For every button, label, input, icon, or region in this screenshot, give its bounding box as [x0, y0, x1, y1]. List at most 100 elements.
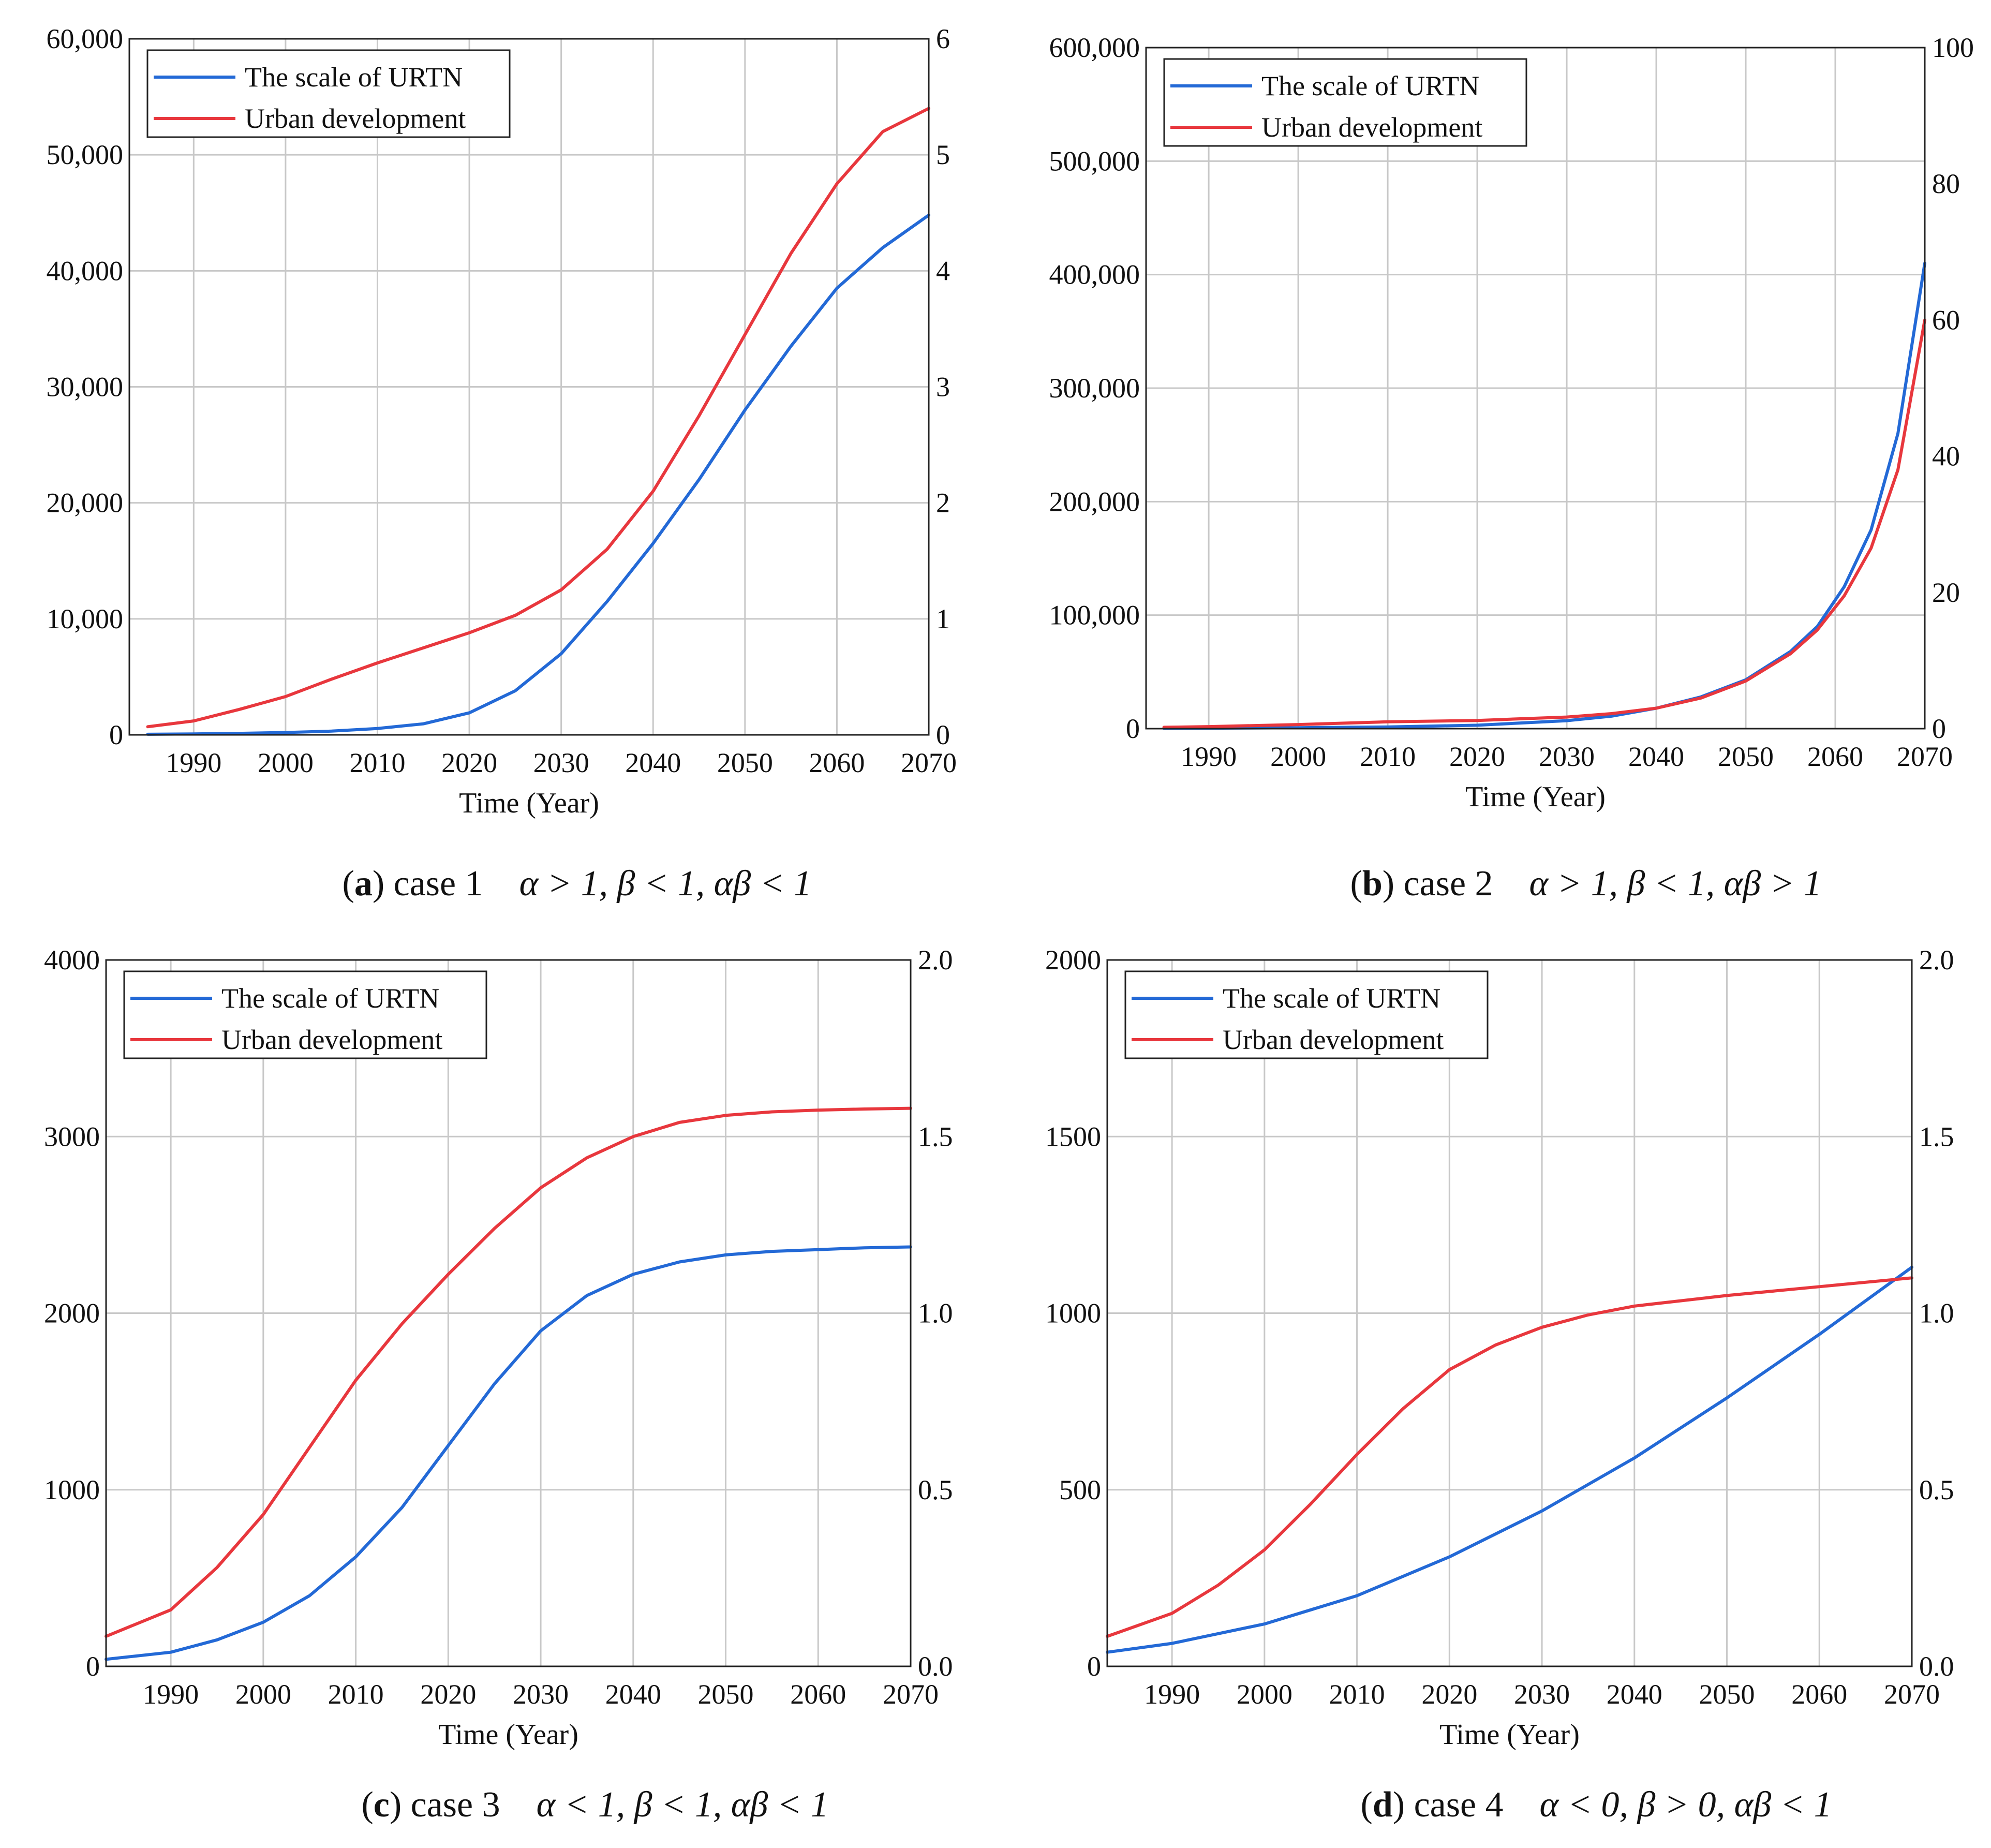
plot-frame — [1106, 959, 1913, 1667]
caption-text: case 2 — [1404, 864, 1493, 904]
legend-entry: Urban development — [221, 1024, 442, 1055]
x-tick-label: 2070 — [901, 747, 957, 778]
x-tick-label: 2050 — [698, 1679, 754, 1710]
urban-development-series-line — [105, 1106, 912, 1638]
plot-frame — [105, 959, 912, 1667]
caption-label: b — [1362, 864, 1383, 904]
y-right-tick-label: 0 — [936, 719, 950, 750]
y-left-tick-label: 2000 — [44, 1298, 100, 1329]
legend-entry: The scale of URTN — [245, 62, 463, 93]
y-right-tick-label: 4 — [936, 255, 950, 286]
caption-condition: α < 1, β < 1, αβ < 1 — [537, 1785, 829, 1825]
y-right-tick-label: 20 — [1932, 577, 1960, 608]
urtn-series-line — [146, 213, 930, 736]
panel-caption: (d) case 4 α < 0, β > 0, αβ < 1 — [1361, 1785, 1832, 1825]
x-tick-label: 2040 — [1607, 1679, 1662, 1710]
legend-entry: Urban development — [1261, 112, 1482, 143]
chart-panel-d: 1990 2000 2010 2020 2030 2040 2050 2060 2070 0 500… — [1045, 944, 1954, 1825]
legend-entry: Urban development — [1223, 1024, 1444, 1055]
y-left-tick-label: 10,000 — [47, 603, 124, 634]
legend: The scale of URTN Urban development — [1124, 970, 1489, 1059]
y-left-tick-label: 40,000 — [47, 255, 124, 286]
legend-entry: The scale of URTN — [1223, 983, 1440, 1014]
y-right-tick-label: 60 — [1932, 304, 1960, 335]
y-right-tick-label: 1.5 — [918, 1121, 953, 1152]
x-axis-label: Time (Year) — [1465, 781, 1606, 813]
legend-box — [146, 49, 511, 138]
panel-caption: (b) case 2 α > 1, β < 1, αβ > 1 — [1350, 864, 1822, 904]
x-tick-label: 2020 — [420, 1679, 476, 1710]
y-right-tick-label: 0.0 — [1919, 1651, 1954, 1682]
legend-entry: Urban development — [245, 103, 466, 134]
caption-label: a — [354, 864, 373, 904]
y-right-tick-label: 2.0 — [918, 944, 953, 975]
y-right-tick-label: 1 — [936, 603, 950, 634]
caption-condition: α < 0, β > 0, αβ < 1 — [1540, 1785, 1832, 1825]
x-axis-label: Time (Year) — [438, 1719, 578, 1751]
legend-box — [1124, 970, 1489, 1059]
y-left-tick-label: 0 — [1087, 1651, 1101, 1682]
x-tick-label: 2030 — [1539, 741, 1595, 772]
x-tick-label: 2050 — [1699, 1679, 1755, 1710]
x-tick-label: 2010 — [349, 747, 405, 778]
legend-box — [123, 970, 487, 1059]
y-left-tick-label: 50,000 — [47, 139, 124, 170]
y-left-tick-label: 0 — [109, 719, 123, 750]
y-left-tick-label: 300,000 — [1049, 373, 1140, 404]
caption-condition: α > 1, β < 1, αβ > 1 — [1529, 864, 1822, 904]
plot-frame — [1145, 47, 1926, 730]
caption-condition: α > 1, β < 1, αβ < 1 — [519, 864, 812, 904]
y-right-tick-label: 0.5 — [918, 1474, 953, 1505]
urban-development-series-line — [1106, 1276, 1913, 1638]
urtn-series-line — [1162, 261, 1926, 730]
caption-label: d — [1373, 1785, 1393, 1825]
y-left-tick-label: 1500 — [1045, 1121, 1101, 1152]
y-left-tick-label: 3000 — [44, 1121, 100, 1152]
x-tick-label: 2000 — [1270, 741, 1326, 772]
chart-panel-c: 1990 2000 2010 2020 2030 2040 2050 2060 2070 0 100… — [44, 944, 953, 1825]
y-right-tick-label: 40 — [1932, 441, 1960, 472]
y-right-tick-label: 80 — [1932, 168, 1960, 199]
x-tick-label: 2000 — [258, 747, 314, 778]
caption-text: case 1 — [394, 864, 483, 904]
y-right-tick-label: 6 — [936, 23, 950, 54]
y-right-tick-label: 1.0 — [1919, 1298, 1954, 1329]
x-tick-label: 1990 — [1144, 1679, 1200, 1710]
y-left-tick-label: 500,000 — [1049, 145, 1140, 176]
x-tick-label: 2000 — [1237, 1679, 1292, 1710]
x-tick-label: 2000 — [235, 1679, 291, 1710]
y-left-tick-label: 100,000 — [1049, 600, 1140, 631]
chart-panel-a: 1990 2000 2010 2020 2030 2040 2050 2060 2070010,… — [47, 23, 957, 904]
urtn-series-line — [105, 1245, 912, 1661]
panel-caption: (a) case 1 α > 1, β < 1, αβ < 1 — [343, 864, 812, 904]
legend-entry: The scale of URTN — [221, 983, 439, 1014]
x-tick-label: 2070 — [883, 1679, 939, 1710]
x-tick-label: 2010 — [1329, 1679, 1385, 1710]
x-tick-label: 2020 — [441, 747, 497, 778]
y-right-tick-label: 0 — [1932, 713, 1946, 744]
y-right-tick-label: 1.5 — [1919, 1121, 1954, 1152]
legend-box — [1163, 58, 1527, 147]
x-tick-label: 2060 — [809, 747, 865, 778]
x-tick-label: 2060 — [1807, 741, 1863, 772]
x-tick-label: 2040 — [625, 747, 681, 778]
x-tick-label: 1990 — [166, 747, 221, 778]
y-left-tick-label: 1000 — [1045, 1298, 1101, 1329]
y-left-tick-label: 30,000 — [47, 372, 124, 403]
legend: The scale of URTN Urban development — [1163, 58, 1527, 147]
x-tick-label: 1990 — [143, 1679, 199, 1710]
caption-label: c — [374, 1785, 390, 1825]
legend: The scale of URTN Urban development — [123, 970, 487, 1059]
plot-frame — [128, 38, 930, 736]
x-axis-label: Time (Year) — [459, 787, 599, 819]
x-tick-label: 2050 — [1718, 741, 1774, 772]
y-right-tick-label: 2.0 — [1919, 944, 1954, 975]
y-left-tick-label: 600,000 — [1049, 32, 1140, 63]
x-tick-label: 2070 — [1884, 1679, 1940, 1710]
legend-entry: The scale of URTN — [1261, 70, 1479, 101]
x-tick-label: 2060 — [790, 1679, 846, 1710]
caption-text: case 3 — [411, 1785, 500, 1825]
y-right-tick-label: 3 — [936, 372, 950, 403]
chart-panel-b: 1990 2000 2010 2020 2030 2040 2050 2060 20700100… — [1049, 32, 1974, 904]
